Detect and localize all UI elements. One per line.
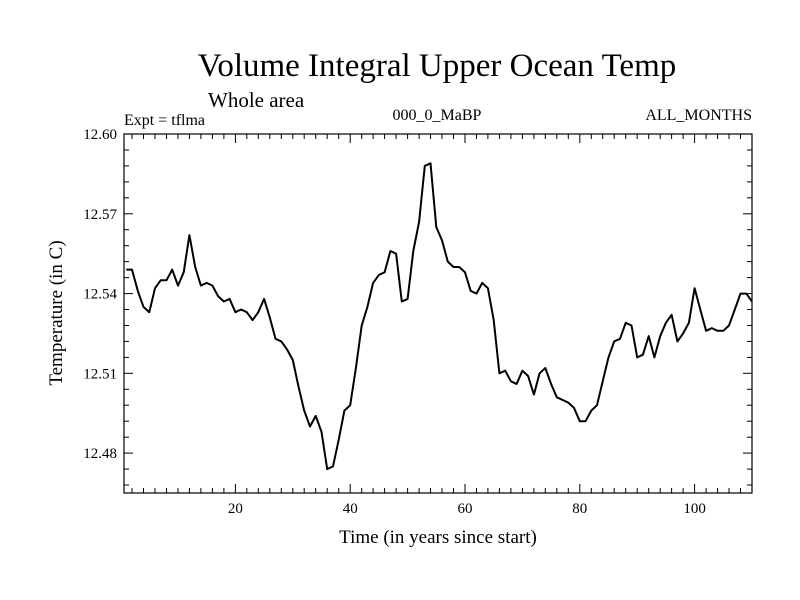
y-tick-label: 12.57 [83,207,117,223]
expt-label: Expt = tflma [124,112,205,129]
x-tick-label: 60 [458,501,473,517]
x-axis: 20 40 60 80 100 [131,134,753,517]
x-tick-label: 40 [343,501,358,517]
y-tick-label: 12.51 [83,366,117,382]
y-tick-label: 12.60 [83,127,117,143]
x-tick-label: 100 [683,501,706,517]
x-tick-label: 20 [228,501,243,517]
x-axis-label: Time (in years since start) [339,527,537,548]
y-axis: 12.48 12.51 12.54 12.57 12.60 [83,127,752,486]
chart-title: Volume Integral Upper Ocean Temp [198,48,676,84]
run-label: 000_0_MaBP [393,107,482,124]
y-tick-label: 12.54 [83,287,117,303]
chart-subtitle: Whole area [208,88,305,112]
temperature-series-line [126,162,753,471]
season-label: ALL_MONTHS [645,107,752,124]
y-axis-label: Temperature (in C) [46,240,67,385]
x-tick-label: 80 [572,501,587,517]
plot-frame [123,133,753,494]
y-tick-label: 12.48 [83,446,117,462]
